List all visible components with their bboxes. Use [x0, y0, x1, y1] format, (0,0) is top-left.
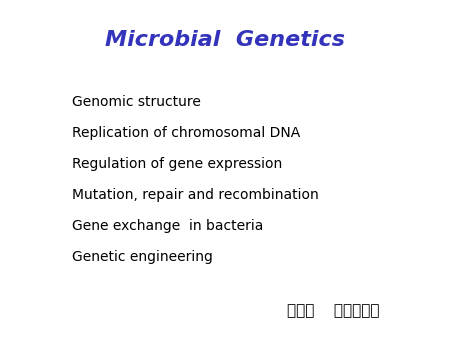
Text: Genetic engineering: Genetic engineering [72, 250, 213, 264]
Text: Genomic structure: Genomic structure [72, 95, 201, 108]
Text: Regulation of gene expression: Regulation of gene expression [72, 157, 282, 171]
Text: Microbial  Genetics: Microbial Genetics [105, 30, 345, 50]
Text: Replication of chromosomal DNA: Replication of chromosomal DNA [72, 126, 300, 140]
Text: Mutation, repair and recombination: Mutation, repair and recombination [72, 188, 319, 202]
Text: 微免所    何漣溝老師: 微免所 何漣溝老師 [287, 303, 379, 318]
Text: Gene exchange  in bacteria: Gene exchange in bacteria [72, 219, 263, 233]
